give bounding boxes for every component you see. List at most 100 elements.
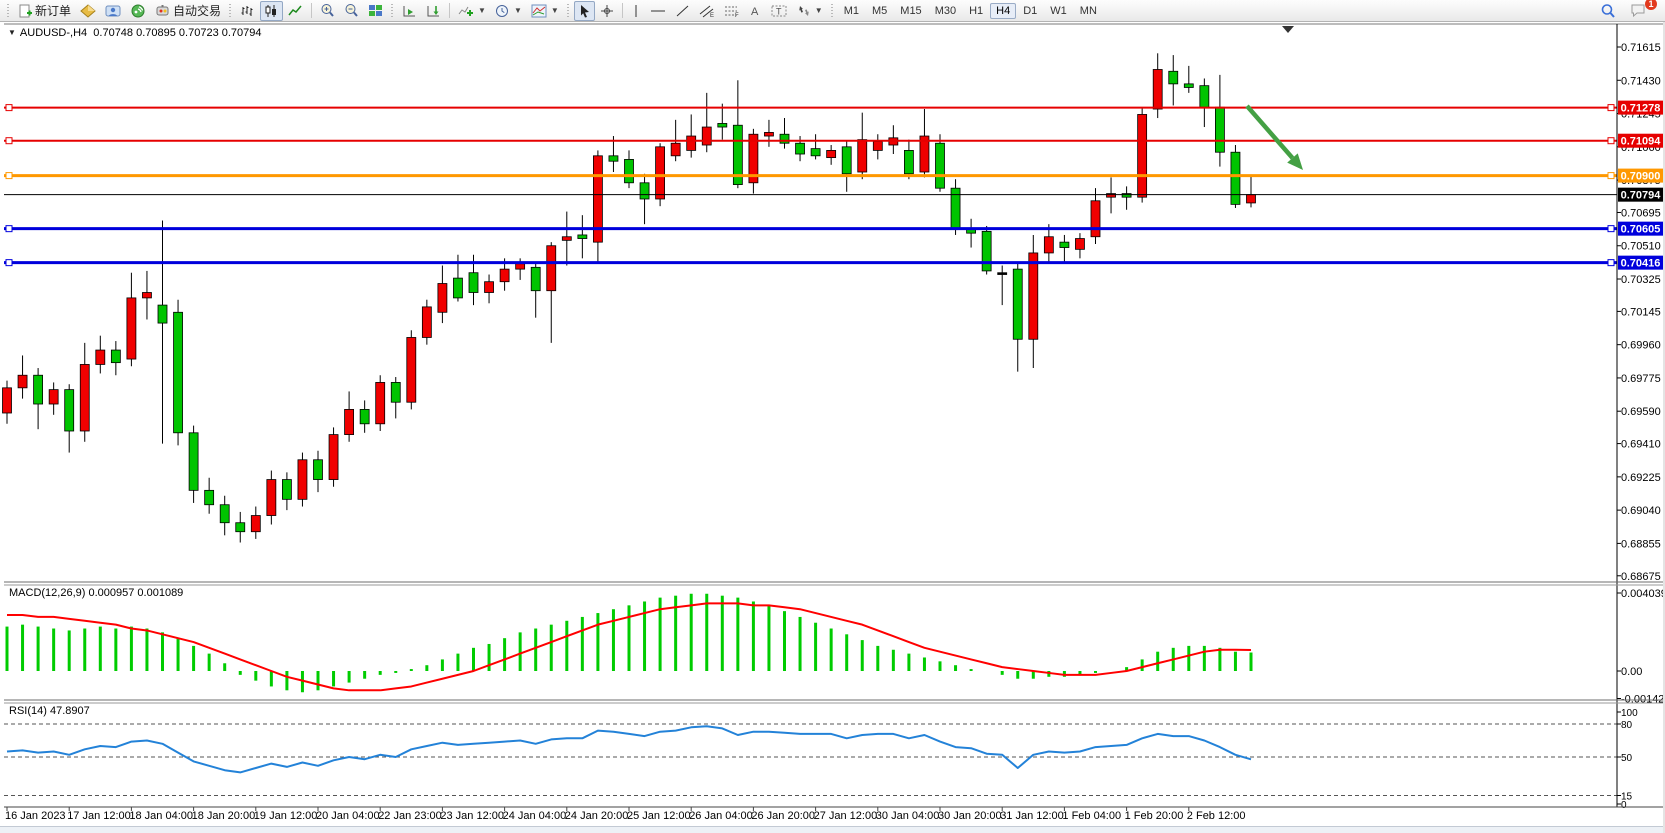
price-label-text: 0.71278 — [1621, 103, 1661, 115]
timeframe-m5-button[interactable]: M5 — [872, 4, 888, 17]
horizontal-level-line[interactable]: 0.70900 — [4, 168, 1663, 183]
price-label-text: 0.70900 — [1621, 171, 1661, 183]
crosshair-button[interactable] — [596, 1, 618, 21]
bar-chart-button[interactable] — [236, 1, 259, 21]
line-handle[interactable] — [1607, 225, 1615, 233]
candle-body — [453, 277, 463, 299]
candle-body — [872, 141, 883, 151]
arrow-shaft — [1245, 104, 1295, 160]
timeframe-m1-button[interactable]: M1 — [843, 4, 859, 17]
vertical-line-button[interactable] — [627, 1, 645, 21]
price-label-box — [1618, 221, 1663, 236]
macd-histogram-bar — [1156, 651, 1160, 671]
zoom-out-icon — [344, 3, 359, 18]
timeframe-h1-button[interactable]: H1 — [969, 4, 984, 17]
auto-scroll-button[interactable] — [398, 1, 421, 21]
chart-canvas[interactable]: 0.716150.714300.712450.710600.708750.706… — [0, 22, 1665, 833]
horizontal-line-button[interactable] — [646, 1, 670, 21]
rsi-axis-label: 50 — [1621, 753, 1633, 764]
text-label-button[interactable]: T — [767, 1, 791, 21]
macd-histogram-bar — [674, 595, 678, 671]
line-handle[interactable] — [5, 137, 13, 145]
timeframe-h4-button[interactable]: H4 — [990, 2, 1017, 19]
macd-histogram-bar — [1233, 651, 1237, 671]
chart-shift-marker[interactable] — [1282, 26, 1294, 33]
zoom-out-button[interactable] — [340, 1, 363, 21]
candle-body — [997, 272, 1008, 275]
toolbar-separator — [311, 3, 313, 18]
fibonacci-button[interactable]: F — [720, 1, 744, 21]
arrows-button[interactable]: ▼ — [792, 1, 827, 21]
candle-body — [1168, 70, 1179, 85]
candle-body — [1215, 106, 1225, 153]
trendline-icon — [675, 4, 690, 18]
chart-background — [0, 22, 1665, 833]
macd-histogram-bar — [736, 597, 740, 671]
indicators-button[interactable]: ▼ — [454, 1, 490, 21]
new-order-button[interactable]: 新订单 — [14, 1, 75, 21]
timeframe-w1-button[interactable]: W1 — [1050, 4, 1067, 17]
candle-body — [515, 263, 526, 270]
line-handle[interactable] — [1607, 259, 1615, 267]
candle-body — [577, 234, 588, 239]
timeframe-d1-button[interactable]: D1 — [1023, 4, 1038, 17]
candle-body — [655, 146, 665, 200]
candle-body — [484, 281, 494, 293]
candle-body — [1043, 236, 1054, 254]
trendline-button[interactable] — [671, 1, 694, 21]
candle-body — [670, 142, 681, 157]
candle-body — [530, 266, 541, 292]
new-order-label: 新订单 — [35, 4, 72, 18]
macd-histogram-bar — [207, 653, 211, 671]
line-handle[interactable] — [5, 259, 13, 267]
line-handle[interactable] — [5, 172, 13, 180]
candle-body — [841, 146, 852, 175]
time-tick-label: 24 Jan 20:00 — [565, 810, 629, 822]
macd-histogram-bar — [829, 628, 833, 671]
timeframe-m15-button[interactable]: M15 — [900, 4, 922, 17]
horizontal-level-line[interactable]: 0.71278 — [4, 100, 1663, 115]
current-price-line[interactable]: 0.70794 — [4, 187, 1663, 202]
candle-body — [795, 142, 805, 155]
trend-arrow-annotation[interactable] — [1245, 104, 1303, 170]
macd-histogram-bar — [922, 657, 926, 671]
line-handle[interactable] — [1607, 104, 1615, 112]
candle-body — [157, 304, 168, 324]
candlestick-chart-button[interactable] — [260, 0, 284, 21]
window-right-edge — [1663, 22, 1665, 833]
horizontal-level-line[interactable]: 0.71094 — [4, 133, 1663, 148]
timeframe-m30-button[interactable]: M30 — [934, 4, 957, 17]
horizontal-level-line[interactable]: 0.70605 — [4, 221, 1663, 236]
equidistant-channel-button[interactable]: E — [695, 1, 719, 21]
price-label-text: 0.70605 — [1621, 224, 1661, 236]
tile-windows-button[interactable] — [364, 1, 387, 21]
text-button[interactable]: A — [745, 1, 766, 21]
line-handle[interactable] — [1607, 137, 1615, 145]
chart-shift-button[interactable] — [422, 1, 445, 21]
horizontal-level-line[interactable]: 0.70416 — [4, 255, 1663, 270]
market-button[interactable] — [76, 1, 100, 21]
templates-button[interactable]: ▼ — [527, 1, 563, 21]
cursor-button[interactable] — [573, 0, 595, 21]
signals-button[interactable] — [126, 1, 150, 21]
window-bottom-edge — [0, 826, 1665, 833]
auto-trading-button[interactable]: 自动交易 — [151, 1, 225, 21]
macd-histogram-bar — [285, 671, 289, 691]
periods-button[interactable]: ▼ — [491, 1, 526, 21]
timeframe-mn-button[interactable]: MN — [1079, 4, 1097, 17]
time-tick-label: 23 Jan 12:00 — [440, 810, 504, 822]
line-chart-button[interactable] — [284, 1, 307, 21]
line-handle[interactable] — [5, 104, 13, 112]
candle-body — [1012, 268, 1023, 340]
line-handle[interactable] — [1607, 172, 1615, 180]
search-button[interactable] — [1596, 1, 1620, 21]
notifications-button[interactable]: 1 — [1626, 0, 1657, 21]
toolbar-grip — [6, 3, 11, 18]
time-tick-label: 1 Feb 20:00 — [1125, 810, 1184, 822]
macd-histogram-bar — [1125, 667, 1129, 671]
zoom-in-button[interactable] — [316, 1, 339, 21]
profile-button[interactable] — [101, 1, 125, 21]
line-handle[interactable] — [5, 225, 13, 233]
macd-axis-label: 0.00 — [1621, 666, 1642, 678]
